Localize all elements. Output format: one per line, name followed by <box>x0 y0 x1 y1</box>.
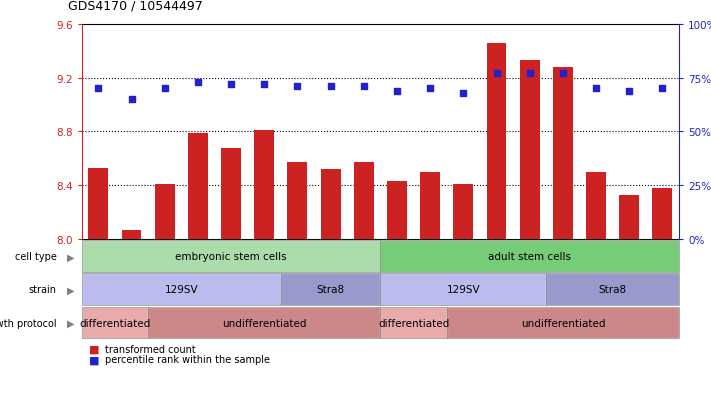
Text: ▶: ▶ <box>68 318 75 328</box>
Bar <box>287 163 307 240</box>
Bar <box>321 170 341 240</box>
Text: cell type: cell type <box>15 252 57 262</box>
Bar <box>653 188 673 240</box>
Bar <box>553 68 573 240</box>
Text: strain: strain <box>29 285 57 295</box>
Point <box>92 86 104 93</box>
Text: GDS4170 / 10544497: GDS4170 / 10544497 <box>68 0 203 12</box>
Point <box>557 71 569 78</box>
Text: undifferentiated: undifferentiated <box>520 318 605 328</box>
Point <box>292 84 303 90</box>
Point <box>458 90 469 97</box>
Point <box>126 97 137 103</box>
Text: Stra8: Stra8 <box>599 285 626 295</box>
Bar <box>188 133 208 240</box>
Bar <box>420 173 440 240</box>
Point <box>391 88 402 95</box>
Point <box>325 84 336 90</box>
Bar <box>486 43 506 240</box>
Text: 129SV: 129SV <box>447 285 480 295</box>
Point <box>590 86 602 93</box>
Point <box>524 71 535 78</box>
Point <box>624 88 635 95</box>
Text: ▶: ▶ <box>68 252 75 262</box>
Bar <box>221 148 241 240</box>
Point <box>424 86 436 93</box>
Bar <box>619 195 639 240</box>
Point <box>159 86 171 93</box>
Point <box>225 82 237 88</box>
Text: embryonic stem cells: embryonic stem cells <box>176 252 287 262</box>
Bar <box>387 182 407 240</box>
Bar <box>88 169 108 240</box>
Text: differentiated: differentiated <box>378 318 449 328</box>
Point <box>491 71 502 78</box>
Text: ▶: ▶ <box>68 285 75 295</box>
Bar <box>354 163 374 240</box>
Bar <box>520 61 540 240</box>
Bar <box>586 173 606 240</box>
Text: undifferentiated: undifferentiated <box>222 318 306 328</box>
Text: adult stem cells: adult stem cells <box>488 252 571 262</box>
Point <box>192 79 203 86</box>
Text: transformed count: transformed count <box>105 344 196 354</box>
Bar <box>122 230 141 240</box>
Text: 129SV: 129SV <box>164 285 198 295</box>
Point <box>358 84 370 90</box>
Text: ■: ■ <box>89 344 100 354</box>
Bar <box>454 185 474 240</box>
Text: percentile rank within the sample: percentile rank within the sample <box>105 354 269 364</box>
Point <box>657 86 668 93</box>
Point <box>259 82 270 88</box>
Bar <box>255 131 274 240</box>
Text: ■: ■ <box>89 354 100 364</box>
Text: differentiated: differentiated <box>80 318 151 328</box>
Text: Stra8: Stra8 <box>316 285 345 295</box>
Bar <box>155 185 175 240</box>
Text: growth protocol: growth protocol <box>0 318 57 328</box>
